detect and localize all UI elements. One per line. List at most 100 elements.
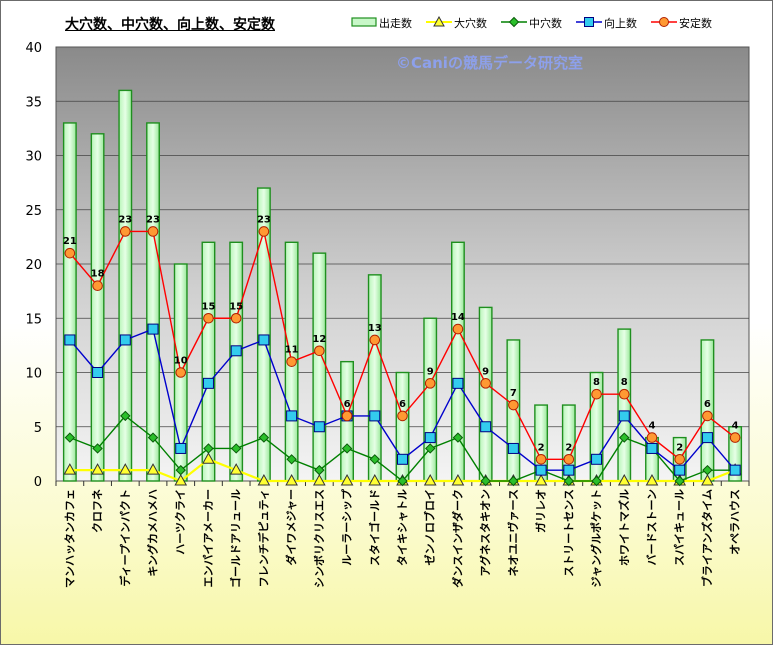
marker-安定数 [508, 399, 519, 411]
watermark: ©Caniの競馬データ研究室 [396, 54, 583, 72]
marker-中穴数 [452, 432, 464, 443]
marker-安定数 [314, 345, 325, 357]
x-tick-label: バードストーン [645, 489, 658, 565]
marker-大穴数 [91, 463, 104, 475]
data-label: 6 [344, 399, 351, 410]
data-label: 2 [565, 442, 572, 453]
marker-安定数 [452, 323, 464, 335]
marker-向上数 [147, 323, 159, 335]
marker-向上数 [369, 410, 381, 422]
legend-item: 安定数 [651, 15, 712, 31]
marker-大穴数 [617, 473, 631, 486]
marker-安定数 [341, 410, 353, 422]
x-tick-label: ハーツクライ [174, 489, 187, 555]
marker-安定数 [175, 367, 187, 378]
x-tick-label: ルーラーシップ [340, 488, 354, 566]
x-tick-label: クロフネ [91, 489, 104, 533]
marker-中穴数 [397, 475, 408, 487]
x-tick-label: スパイキュール [673, 489, 686, 566]
marker-安定数 [591, 388, 602, 400]
marker-安定数 [702, 410, 713, 422]
legend-item: 出走数 [351, 15, 412, 31]
marker-中穴数 [341, 443, 353, 454]
bar-出走数 [617, 328, 632, 482]
marker-向上数 [397, 453, 408, 465]
marker-中穴数 [64, 432, 76, 443]
data-label: 15 [229, 301, 243, 312]
marker-中穴数 [92, 443, 103, 454]
marker-大穴数 [701, 473, 714, 486]
marker-安定数 [535, 454, 547, 465]
marker-向上数 [480, 421, 492, 433]
marker-安定数 [64, 247, 76, 259]
marker-大穴数 [146, 463, 160, 475]
bar-出走数 [312, 252, 327, 482]
marker-向上数 [507, 442, 519, 454]
legend-item: 中穴数 [501, 15, 562, 31]
bar-出走数 [478, 306, 493, 482]
marker-大穴数 [451, 473, 465, 486]
x-tick-label: ダンスインザダーク [450, 489, 464, 588]
marker-大穴数 [174, 473, 188, 486]
marker-向上数 [230, 345, 242, 357]
marker-向上数 [618, 410, 630, 422]
marker-向上数 [591, 453, 603, 465]
x-tick-label: アグネスタキオン [478, 489, 492, 576]
y-tick-label: 25 [25, 204, 42, 219]
marker-向上数 [175, 442, 187, 454]
bar-出走数 [423, 317, 438, 482]
marker-向上数 [313, 421, 325, 433]
bar-出走数 [146, 122, 160, 482]
x-tick-label: ダイワメジャー [284, 489, 298, 565]
marker-中穴数 [286, 454, 297, 465]
marker-安定数 [424, 378, 436, 389]
legend-swatch [351, 16, 379, 31]
marker-安定数 [397, 410, 408, 422]
data-label: 4 [732, 421, 739, 432]
y-tick-label: 35 [25, 95, 42, 110]
legend-item: 大穴数 [426, 15, 487, 31]
marker-向上数 [202, 377, 214, 389]
marker-中穴数 [203, 443, 214, 454]
data-label: 9 [427, 366, 434, 377]
x-tick-label: タイキシャトル [396, 489, 409, 566]
marker-向上数 [535, 464, 547, 476]
marker-中穴数 [619, 432, 630, 443]
marker-向上数 [701, 432, 713, 444]
data-label: 14 [451, 312, 465, 323]
marker-大穴数 [118, 463, 132, 475]
marker-向上数 [286, 410, 298, 422]
bar-出走数 [229, 241, 244, 482]
x-tick-label: フレンチデピュティ [256, 489, 270, 587]
marker-中穴数 [230, 443, 242, 454]
x-tick-label: スタイゴールド [367, 489, 381, 566]
marker-大穴数 [645, 473, 659, 486]
data-label: 2 [676, 442, 683, 453]
marker-安定数 [120, 226, 131, 237]
data-label: 10 [174, 356, 188, 367]
marker-中穴数 [480, 475, 491, 487]
marker-中穴数 [425, 443, 436, 454]
marker-向上数 [92, 367, 104, 378]
marker-大穴数 [257, 473, 271, 486]
marker-中穴数 [369, 454, 380, 465]
marker-大穴数 [534, 473, 548, 486]
x-tick-label: ディープインパクト [118, 489, 132, 587]
y-tick-label: 40 [25, 41, 42, 56]
data-label: 2 [538, 442, 545, 453]
marker-安定数 [203, 312, 214, 324]
marker-中穴数 [563, 475, 575, 487]
data-label: 18 [91, 269, 105, 280]
y-tick-label: 20 [25, 258, 42, 273]
bar-出走数 [90, 133, 105, 482]
data-label: 23 [257, 214, 271, 225]
marker-中穴数 [508, 475, 519, 487]
marker-向上数 [424, 432, 436, 444]
marker-中穴数 [175, 464, 186, 476]
data-label: 6 [704, 399, 711, 410]
chart-title: 大穴数、中穴数、向上数、安定数 [65, 17, 275, 33]
data-label: 15 [201, 301, 215, 312]
marker-向上数 [729, 464, 741, 476]
x-tick-label: ガリレオ [534, 489, 548, 533]
marker-安定数 [92, 280, 103, 292]
